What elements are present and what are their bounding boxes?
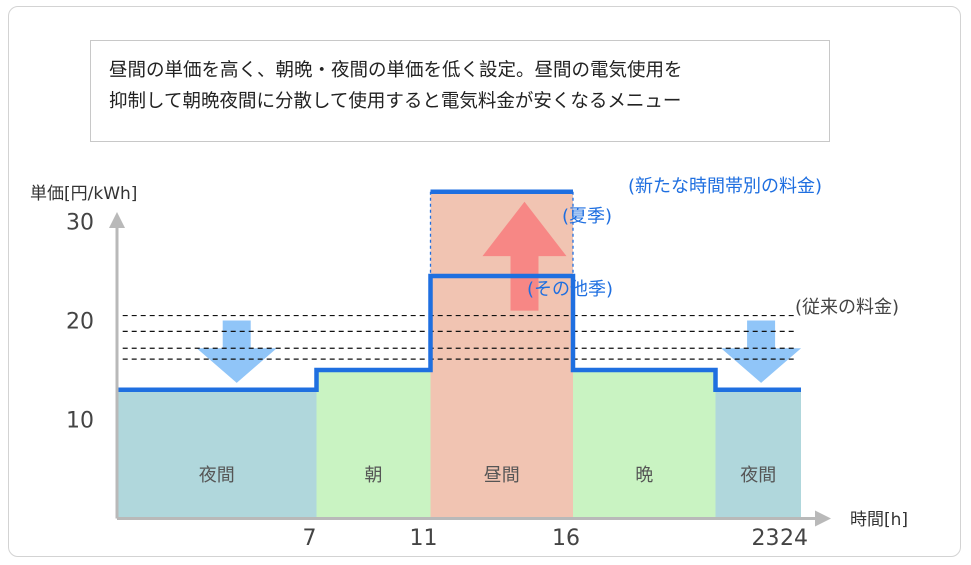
price-increase-arrow-icon bbox=[482, 201, 567, 311]
annotation-summer: (夏季) bbox=[562, 206, 612, 227]
period-band-3 bbox=[573, 370, 716, 519]
x-tick-label: 23 bbox=[752, 526, 780, 551]
description-line-2: 抑制して朝晩夜間に分散して使用すると電気料金が安くなるメニュー bbox=[109, 91, 682, 112]
annotation-other-season: (その他季) bbox=[527, 279, 613, 300]
annotation-new-rates: (新たな時間帯別の料金) bbox=[628, 176, 822, 197]
period-label-3: 晩 bbox=[635, 465, 653, 486]
price-decrease-arrow-night-icon bbox=[196, 320, 277, 383]
x-axis-label: 時間[h] bbox=[850, 510, 908, 530]
y-tick-label: 10 bbox=[66, 409, 94, 434]
description-line-1: 昼間の単価を高く、朝晩・夜間の単価を低く設定。昼間の電気使用を bbox=[109, 60, 683, 81]
y-axis-arrowhead bbox=[109, 212, 125, 228]
period-band-0 bbox=[117, 389, 317, 519]
period-band-4 bbox=[715, 389, 801, 519]
description-box: 昼間の単価を高く、朝晩・夜間の単価を低く設定。昼間の電気使用を 抑制して朝晩夜間… bbox=[90, 40, 830, 142]
period-label-1: 朝 bbox=[365, 465, 383, 486]
period-label-4: 夜間 bbox=[740, 465, 776, 486]
annotation-conventional: (従来の料金) bbox=[795, 297, 899, 318]
y-axis-label: 単価[円/kWh] bbox=[30, 184, 137, 204]
price-decrease-arrow-late-icon bbox=[721, 320, 802, 383]
x-tick-label: 24 bbox=[780, 526, 808, 551]
x-tick-label: 16 bbox=[552, 526, 580, 551]
x-axis-arrowhead bbox=[815, 510, 831, 527]
period-band-1 bbox=[316, 370, 431, 519]
period-label-2: 昼間 bbox=[484, 465, 520, 486]
y-tick-label: 20 bbox=[66, 310, 94, 335]
x-tick-label: 7 bbox=[303, 526, 317, 551]
other-season-rate-line bbox=[117, 273, 801, 393]
y-tick-label: 30 bbox=[66, 211, 94, 236]
period-label-0: 夜間 bbox=[199, 465, 235, 486]
x-tick-label: 11 bbox=[410, 526, 438, 551]
